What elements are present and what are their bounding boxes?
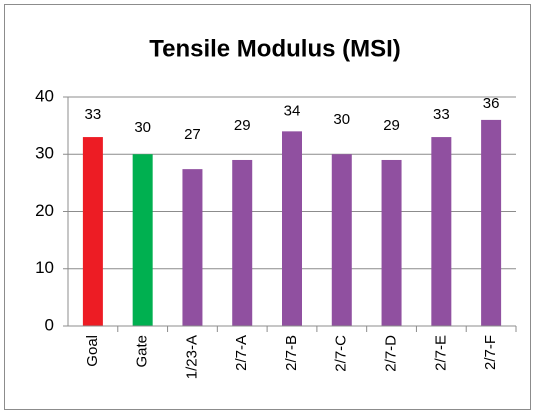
bar (82, 137, 103, 326)
value-label: 30 (333, 111, 350, 128)
bar (182, 169, 203, 326)
x-tick-label: Goal (84, 335, 101, 367)
value-label: 34 (284, 102, 301, 119)
x-tick-label: 2/7-F (482, 335, 499, 370)
bar (381, 159, 402, 326)
bar (132, 154, 153, 326)
value-label: 33 (433, 106, 450, 123)
y-tick-label: 10 (35, 258, 54, 277)
bar (431, 137, 452, 326)
value-label: 29 (234, 117, 251, 134)
value-label: 30 (134, 119, 151, 136)
value-label: 27 (184, 126, 201, 143)
value-label: 29 (383, 117, 400, 134)
x-tick-label: 2/7-B (283, 335, 300, 371)
value-label: 36 (483, 95, 500, 112)
x-tick-label: 1/23-A (183, 335, 200, 379)
bar (282, 131, 302, 326)
bar (481, 119, 502, 327)
y-tick-label: 0 (45, 315, 54, 334)
x-tick-label: 2/7-A (233, 335, 250, 371)
bar (232, 159, 253, 326)
value-label: 33 (85, 106, 102, 123)
x-tick-label: 2/7-D (383, 335, 400, 372)
bar (331, 154, 352, 326)
y-tick-label: 40 (35, 86, 54, 105)
chart-title: Tensile Modulus (MSI) (149, 35, 401, 62)
x-tick-label: 2/7-E (432, 335, 449, 371)
y-tick-label: 30 (35, 144, 54, 163)
x-tick-label: Gate (134, 335, 151, 368)
x-tick-label: 2/7-C (333, 335, 350, 372)
y-tick-label: 20 (35, 201, 54, 220)
